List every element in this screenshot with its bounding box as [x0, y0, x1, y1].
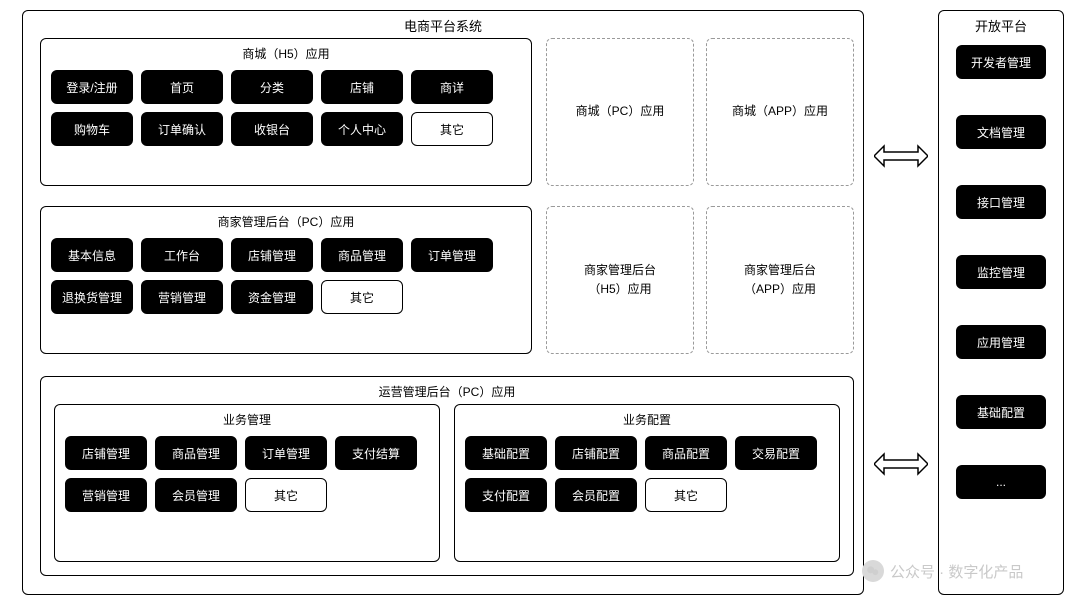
biz-config-title: 业务配置	[455, 405, 839, 432]
mall-h5-pill: 分类	[231, 70, 313, 104]
open-platform-pill: ...	[956, 465, 1046, 499]
merchant-h5-box: 商家管理后台 （H5）应用	[546, 206, 694, 354]
mall-app-label: 商城（APP）应用	[732, 102, 828, 121]
watermark-text: 公众号 · 数字化产品	[890, 561, 1023, 582]
ecommerce-title: 电商平台系统	[23, 10, 863, 35]
open-platform-pill: 监控管理	[956, 255, 1046, 289]
mall-pc-label: 商城（PC）应用	[576, 102, 665, 121]
biz-mgmt-pill: 营销管理	[65, 478, 147, 512]
merchant-pc-pill: 营销管理	[141, 280, 223, 314]
merchant-pc-pill: 基本信息	[51, 238, 133, 272]
mall-h5-pill: 购物车	[51, 112, 133, 146]
merchant-pc-group: 商家管理后台（PC）应用 基本信息工作台店铺管理商品管理订单管理退换货管理营销管…	[40, 206, 532, 354]
mall-pc-box: 商城（PC）应用	[546, 38, 694, 186]
biz-config-pill: 其它	[645, 478, 727, 512]
merchant-app-label: 商家管理后台 （APP）应用	[744, 261, 816, 299]
merchant-pc-pill: 资金管理	[231, 280, 313, 314]
open-platform-pill: 开发者管理	[956, 45, 1046, 79]
open-platform-pill: 基础配置	[956, 395, 1046, 429]
biz-config-group: 业务配置 基础配置店铺配置商品配置交易配置支付配置会员配置其它	[454, 404, 840, 562]
mall-h5-pill: 收银台	[231, 112, 313, 146]
merchant-pc-title: 商家管理后台（PC）应用	[41, 207, 531, 234]
merchant-pc-pill: 店铺管理	[231, 238, 313, 272]
open-platform-pill: 应用管理	[956, 325, 1046, 359]
merchant-h5-label: 商家管理后台 （H5）应用	[584, 261, 656, 299]
biz-mgmt-title: 业务管理	[55, 405, 439, 432]
mall-h5-pill: 订单确认	[141, 112, 223, 146]
biz-config-pill: 交易配置	[735, 436, 817, 470]
mall-h5-pill: 个人中心	[321, 112, 403, 146]
merchant-pc-pill: 订单管理	[411, 238, 493, 272]
merchant-pc-pill: 退换货管理	[51, 280, 133, 314]
biz-mgmt-pill: 会员管理	[155, 478, 237, 512]
merchant-pc-pill: 其它	[321, 280, 403, 314]
watermark: 公众号 · 数字化产品	[862, 560, 1023, 582]
biz-config-pill: 商品配置	[645, 436, 727, 470]
mall-h5-group: 商城（H5）应用 登录/注册首页分类店铺商详购物车订单确认收银台个人中心其它	[40, 38, 532, 186]
wechat-icon	[862, 560, 884, 582]
biz-mgmt-pill: 商品管理	[155, 436, 237, 470]
biz-config-pill: 支付配置	[465, 478, 547, 512]
biz-mgmt-pill: 支付结算	[335, 436, 417, 470]
biz-config-pill: 店铺配置	[555, 436, 637, 470]
mall-h5-title: 商城（H5）应用	[41, 39, 531, 66]
biz-config-pill: 基础配置	[465, 436, 547, 470]
biz-mgmt-pill: 订单管理	[245, 436, 327, 470]
mall-app-box: 商城（APP）应用	[706, 38, 854, 186]
merchant-pc-pill: 商品管理	[321, 238, 403, 272]
connector-arrow-bottom	[874, 450, 928, 478]
open-platform-box: 开放平台 开发者管理文档管理接口管理监控管理应用管理基础配置...	[938, 10, 1064, 595]
merchant-pc-pill: 工作台	[141, 238, 223, 272]
biz-mgmt-pill: 店铺管理	[65, 436, 147, 470]
mall-h5-pill: 首页	[141, 70, 223, 104]
open-platform-pill: 接口管理	[956, 185, 1046, 219]
biz-mgmt-group: 业务管理 店铺管理商品管理订单管理支付结算营销管理会员管理其它	[54, 404, 440, 562]
mall-h5-pill: 商详	[411, 70, 493, 104]
merchant-app-box: 商家管理后台 （APP）应用	[706, 206, 854, 354]
mall-h5-pill: 其它	[411, 112, 493, 146]
biz-mgmt-pill: 其它	[245, 478, 327, 512]
biz-config-pill: 会员配置	[555, 478, 637, 512]
connector-arrow-top	[874, 142, 928, 170]
mall-h5-pill: 登录/注册	[51, 70, 133, 104]
open-platform-pill: 文档管理	[956, 115, 1046, 149]
mall-h5-pill: 店铺	[321, 70, 403, 104]
open-platform-title: 开放平台	[939, 10, 1063, 35]
ops-title: 运营管理后台（PC）应用	[41, 377, 853, 404]
